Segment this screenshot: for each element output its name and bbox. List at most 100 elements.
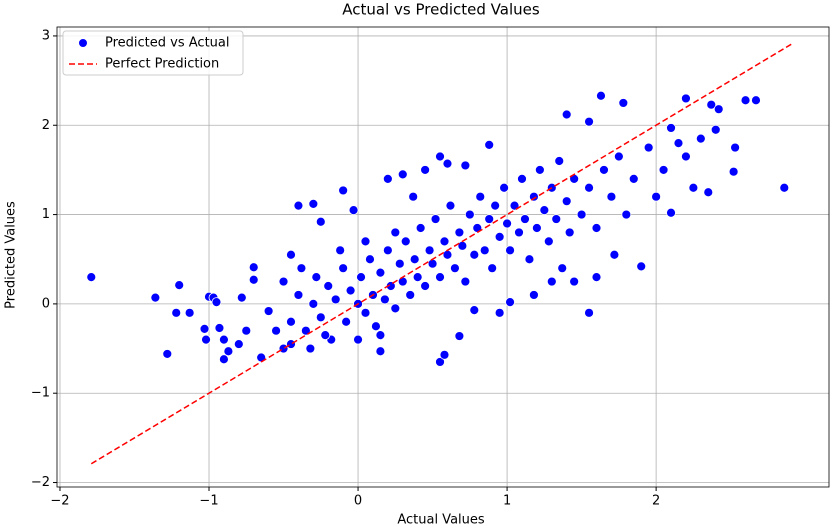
x-tick-label: −2 xyxy=(50,494,69,509)
point xyxy=(779,182,790,193)
point xyxy=(479,245,490,256)
point xyxy=(427,258,438,269)
point xyxy=(531,223,542,233)
point xyxy=(348,205,359,216)
point xyxy=(534,165,545,175)
point xyxy=(214,323,225,333)
point xyxy=(651,191,662,202)
point xyxy=(286,249,296,260)
x-tick-label: 2 xyxy=(652,494,660,509)
point xyxy=(323,281,334,291)
point xyxy=(706,99,717,110)
point xyxy=(320,330,331,341)
point xyxy=(330,294,341,305)
point xyxy=(390,303,401,314)
point xyxy=(360,236,371,247)
point xyxy=(315,216,326,227)
y-tick-label: 3 xyxy=(42,28,50,43)
point xyxy=(278,276,289,287)
point xyxy=(305,343,316,354)
point xyxy=(162,349,173,359)
point xyxy=(457,240,468,251)
point xyxy=(286,339,296,349)
point xyxy=(564,227,575,238)
point xyxy=(609,249,620,260)
y-tick-label: 0 xyxy=(42,296,50,311)
y-tick-label: −2 xyxy=(31,475,50,490)
legend-box xyxy=(62,30,244,76)
point xyxy=(460,276,471,287)
point xyxy=(375,330,386,341)
point xyxy=(643,142,654,153)
point xyxy=(435,272,445,282)
point xyxy=(233,339,244,349)
point xyxy=(621,209,632,220)
point xyxy=(341,316,352,327)
point xyxy=(487,263,498,274)
point xyxy=(241,325,252,336)
point xyxy=(439,349,450,360)
point xyxy=(174,280,185,291)
point xyxy=(430,214,441,224)
point xyxy=(371,321,381,332)
point xyxy=(529,290,539,300)
point xyxy=(296,263,307,274)
point xyxy=(730,142,741,153)
point xyxy=(450,263,460,274)
point xyxy=(338,185,349,196)
point xyxy=(584,307,594,318)
point xyxy=(400,236,411,247)
point xyxy=(469,305,480,316)
point xyxy=(469,249,480,260)
point xyxy=(345,285,356,296)
point xyxy=(460,160,471,171)
point xyxy=(201,334,211,345)
point xyxy=(397,276,408,287)
point xyxy=(613,151,624,162)
point xyxy=(308,298,319,309)
point xyxy=(375,267,386,278)
point xyxy=(543,236,554,247)
point xyxy=(505,245,515,256)
point xyxy=(529,191,539,202)
point xyxy=(546,276,557,287)
point xyxy=(695,133,706,144)
point xyxy=(591,223,602,233)
point xyxy=(335,245,346,256)
point xyxy=(673,138,684,149)
point xyxy=(415,223,426,233)
point xyxy=(424,245,435,256)
point xyxy=(557,263,568,274)
point xyxy=(539,205,550,216)
point xyxy=(394,258,405,269)
line xyxy=(90,43,793,465)
point xyxy=(408,191,419,202)
point xyxy=(248,274,259,285)
point xyxy=(311,272,322,282)
point xyxy=(439,236,450,247)
point xyxy=(379,294,390,305)
point xyxy=(475,191,486,202)
point xyxy=(554,156,565,166)
point xyxy=(219,354,229,365)
point xyxy=(360,307,371,318)
point xyxy=(338,263,349,274)
legend-swatch xyxy=(78,38,88,48)
point xyxy=(236,292,247,303)
point xyxy=(658,165,669,175)
point xyxy=(484,214,495,224)
point xyxy=(435,357,445,367)
point xyxy=(454,331,465,341)
point xyxy=(365,254,375,265)
point xyxy=(454,227,465,238)
point xyxy=(524,254,535,265)
point xyxy=(375,346,386,357)
point xyxy=(551,214,562,224)
point xyxy=(517,173,527,184)
point xyxy=(584,116,594,127)
point xyxy=(569,276,580,287)
y-tick-label: 2 xyxy=(42,118,50,133)
point xyxy=(599,165,609,175)
point xyxy=(211,297,222,308)
point xyxy=(666,207,676,218)
